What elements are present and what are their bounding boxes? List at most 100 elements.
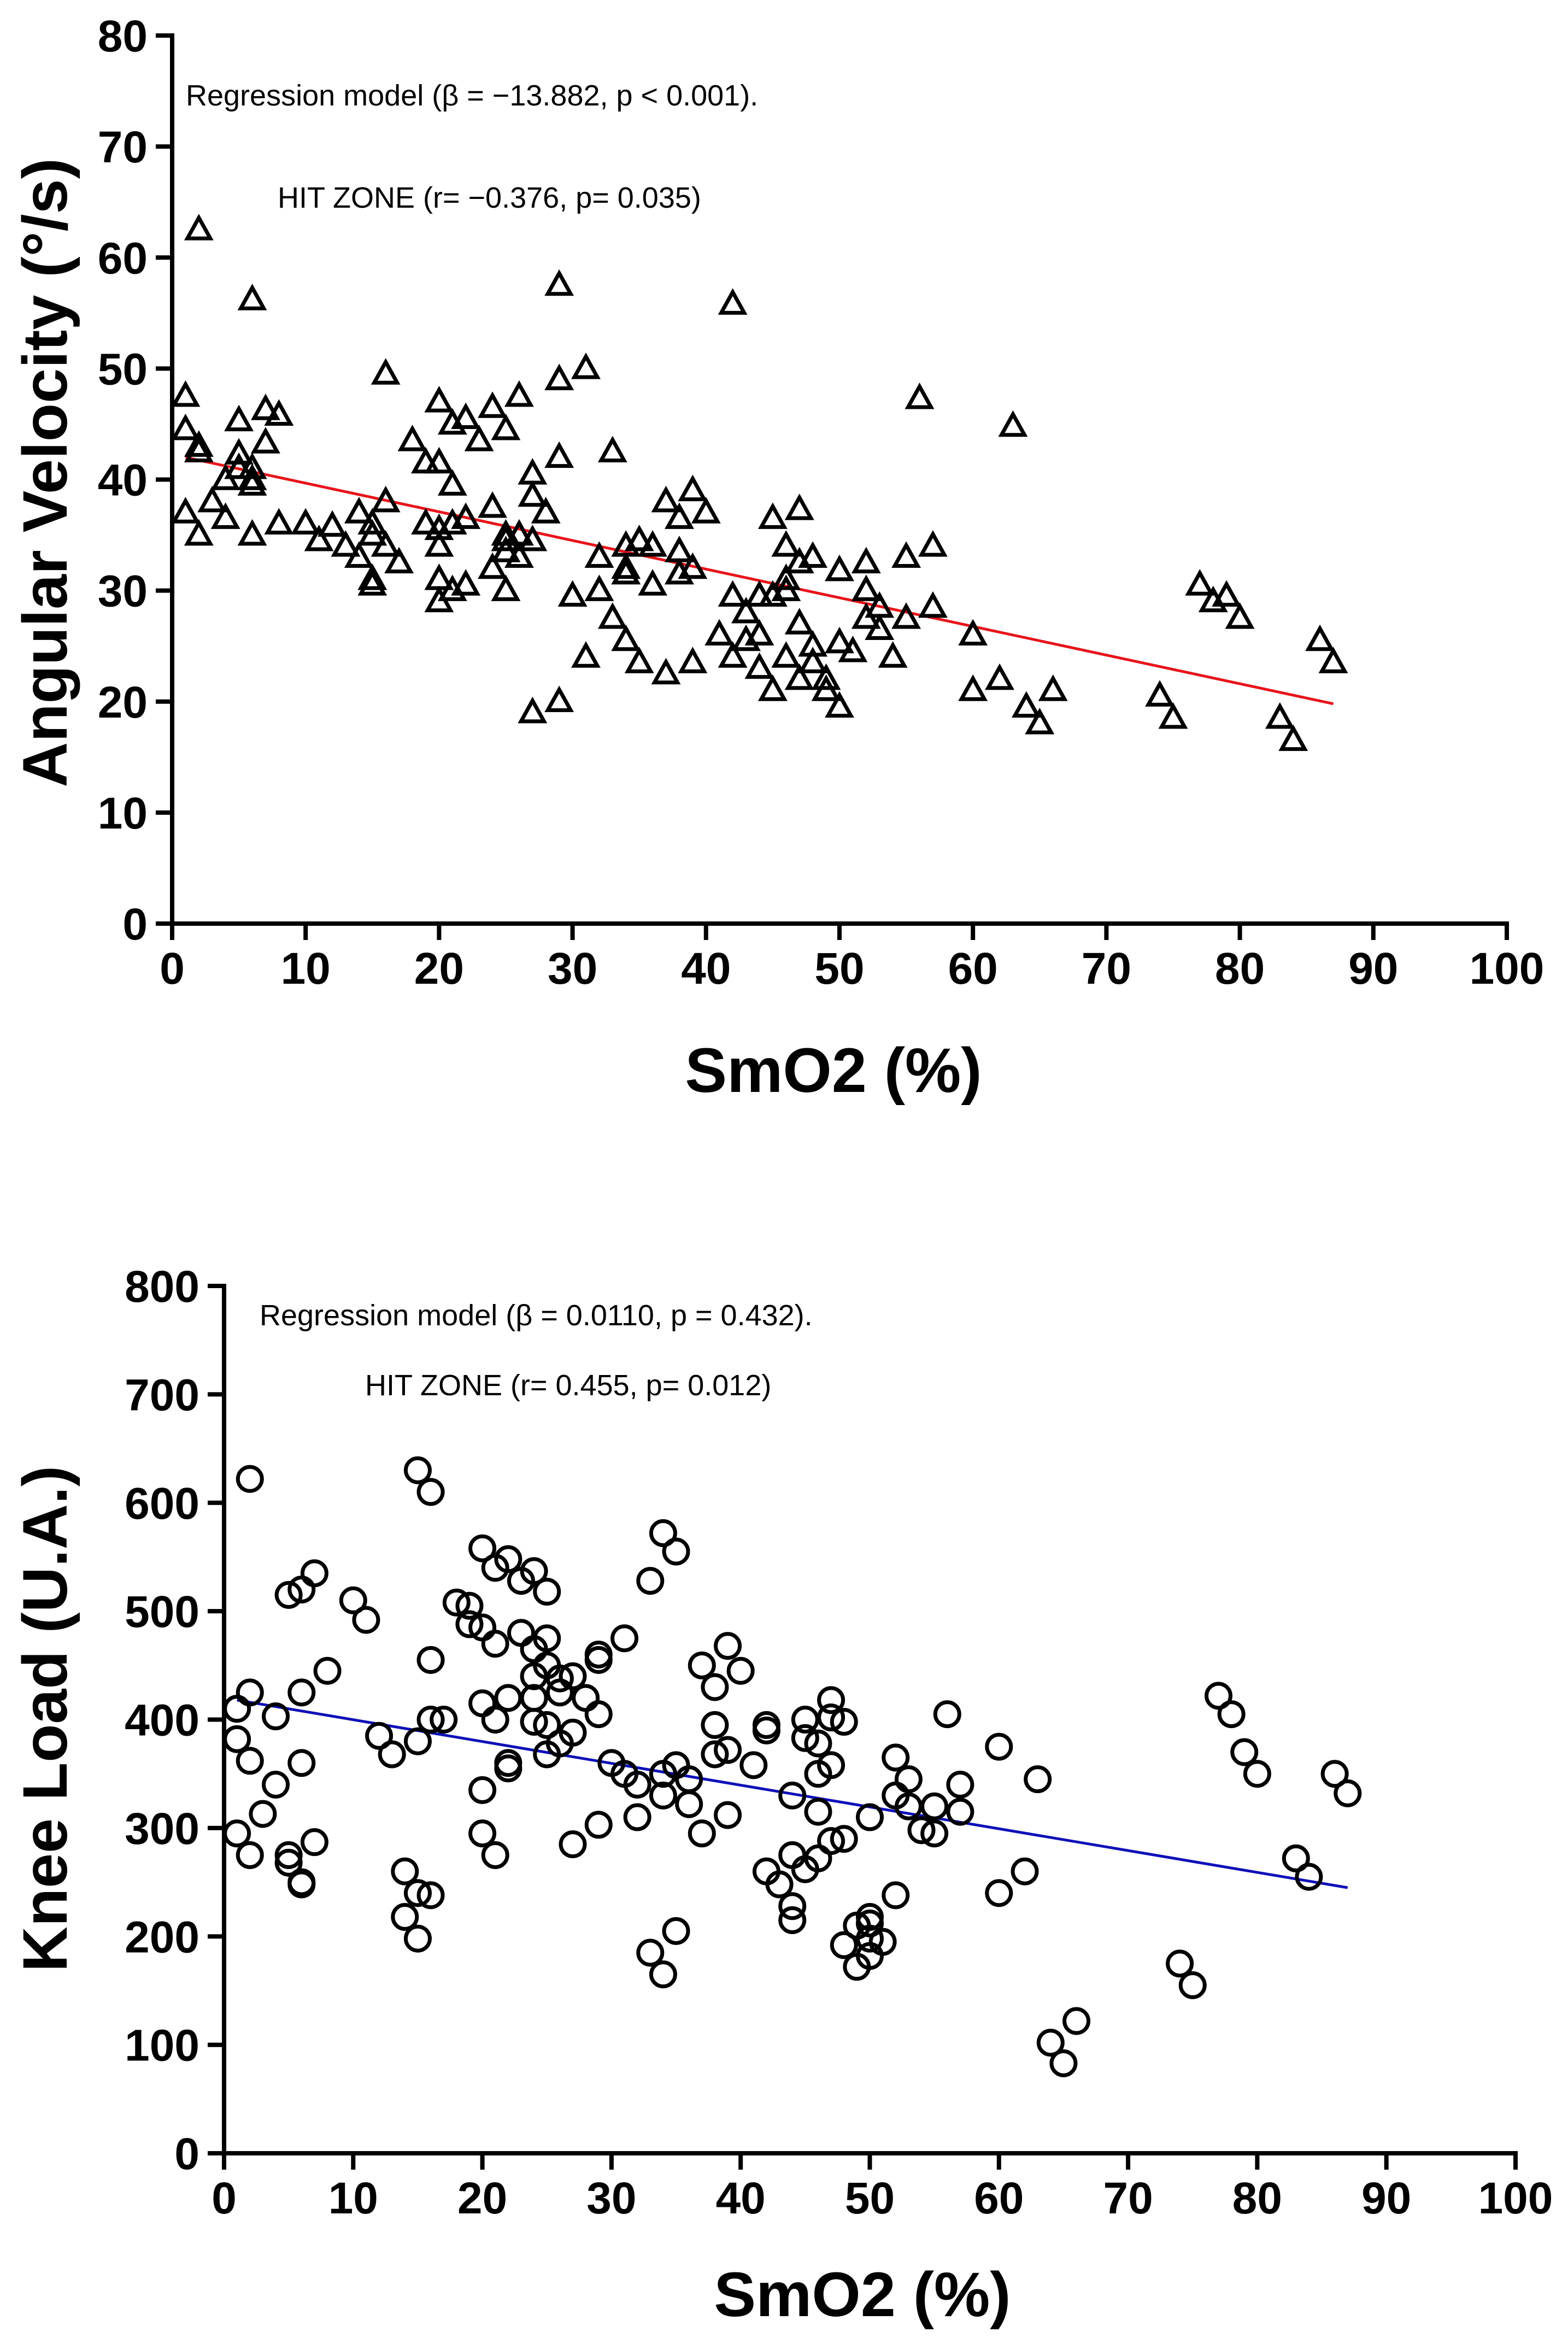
data-point bbox=[678, 552, 708, 579]
data-point bbox=[1024, 1765, 1052, 1794]
data-point bbox=[171, 380, 201, 407]
data-point bbox=[610, 1624, 639, 1653]
data-point bbox=[371, 530, 401, 557]
data-point bbox=[572, 1684, 600, 1712]
y-tick-label: 70 bbox=[98, 122, 148, 172]
x-tick-label: 60 bbox=[948, 944, 998, 994]
data-point bbox=[701, 1673, 729, 1701]
data-point bbox=[451, 502, 481, 529]
data-point bbox=[856, 1924, 884, 1953]
data-point bbox=[264, 508, 294, 534]
tick-labels: 0 10 20 30 40 50 60 70 80 90 100 0 100 200 300 400 500 60… bbox=[125, 1262, 1553, 2223]
data-point bbox=[649, 1960, 677, 1989]
data-point bbox=[416, 1646, 445, 1674]
data-point bbox=[1230, 1738, 1259, 1766]
x-tick-label: 0 bbox=[212, 2173, 237, 2223]
data-point bbox=[662, 1537, 690, 1566]
data-point bbox=[868, 1928, 897, 1956]
data-point bbox=[1282, 1844, 1310, 1872]
data-point bbox=[907, 1816, 936, 1844]
data-point bbox=[184, 430, 214, 457]
data-point bbox=[184, 519, 214, 546]
data-point bbox=[494, 1545, 522, 1573]
x-tick-label: 10 bbox=[328, 2173, 378, 2223]
data-point bbox=[384, 547, 414, 574]
data-point bbox=[665, 502, 694, 529]
data-point bbox=[357, 563, 387, 590]
x-tick-label: 30 bbox=[586, 2173, 636, 2223]
data-point bbox=[262, 1771, 290, 1799]
y-tick-label: 30 bbox=[98, 567, 148, 616]
data-point bbox=[701, 1711, 729, 1739]
data-point bbox=[171, 413, 201, 440]
data-point bbox=[544, 269, 574, 296]
data-point bbox=[249, 1800, 277, 1828]
data-point bbox=[778, 1892, 807, 1920]
data-point bbox=[442, 1588, 471, 1617]
data-point bbox=[481, 1706, 509, 1734]
x-tick-label: 70 bbox=[1103, 2173, 1153, 2223]
data-point bbox=[481, 1630, 509, 1658]
x-tick-label: 80 bbox=[1215, 944, 1265, 994]
data-point bbox=[300, 1828, 328, 1857]
data-point bbox=[1025, 708, 1055, 735]
data-point bbox=[531, 497, 561, 524]
x-axis-label: SmO2 (%) bbox=[714, 2260, 1011, 2330]
data-point bbox=[223, 1725, 251, 1753]
data-point bbox=[784, 608, 814, 635]
data-point bbox=[403, 1456, 432, 1484]
x-tick-label: 50 bbox=[845, 2173, 895, 2223]
data-point bbox=[624, 647, 654, 673]
knee-load-chart: 0 10 20 30 40 50 60 70 80 90 100 0 100 200 300 400 500 60… bbox=[10, 1262, 1553, 2330]
data-point bbox=[250, 393, 280, 420]
data-point bbox=[559, 1718, 587, 1747]
y-axis-label: Angular Velocity (°/s) bbox=[10, 158, 80, 788]
data-point bbox=[688, 1819, 716, 1848]
data-point bbox=[357, 519, 387, 546]
data-point bbox=[491, 413, 521, 440]
data-point bbox=[918, 591, 948, 618]
data-point bbox=[237, 469, 267, 496]
data-point bbox=[811, 674, 841, 701]
data-point bbox=[318, 510, 347, 537]
data-point bbox=[1225, 602, 1255, 629]
data-point bbox=[882, 1743, 910, 1772]
data-point bbox=[416, 1706, 445, 1734]
data-point bbox=[313, 1656, 342, 1685]
data-point bbox=[491, 536, 521, 562]
data-point bbox=[765, 1870, 794, 1899]
data-point bbox=[636, 1567, 665, 1595]
data-point bbox=[691, 497, 721, 524]
hit-zone-annotation: HIT ZONE (r= −0.376, p= 0.035) bbox=[278, 181, 701, 214]
data-point bbox=[597, 436, 627, 462]
data-point bbox=[778, 1781, 807, 1810]
data-point bbox=[584, 1811, 613, 1839]
data-point bbox=[533, 1577, 561, 1606]
data-point bbox=[791, 1724, 819, 1752]
x-tick-label: 90 bbox=[1348, 944, 1398, 994]
data-point bbox=[557, 580, 588, 607]
x-tick-label: 0 bbox=[160, 944, 185, 994]
data-point bbox=[778, 1906, 807, 1934]
data-point bbox=[291, 508, 321, 534]
y-tick-label: 60 bbox=[98, 233, 148, 283]
data-point bbox=[237, 463, 267, 490]
data-point bbox=[1011, 691, 1041, 718]
data-point bbox=[623, 1803, 651, 1831]
data-point bbox=[778, 1841, 807, 1869]
data-point bbox=[287, 1749, 316, 1777]
data-point bbox=[1036, 2029, 1065, 2057]
data-point bbox=[665, 536, 694, 562]
data-point bbox=[236, 1678, 264, 1707]
data-point bbox=[856, 1909, 884, 1937]
data-point bbox=[584, 1646, 613, 1674]
data-point bbox=[544, 441, 574, 468]
data-point bbox=[274, 1848, 303, 1877]
data-point bbox=[468, 1819, 497, 1848]
data-point bbox=[339, 1586, 367, 1614]
data-point bbox=[411, 508, 441, 534]
data-point bbox=[357, 508, 387, 534]
data-point bbox=[236, 1747, 264, 1775]
data-point bbox=[1295, 1863, 1323, 1891]
data-point bbox=[933, 1700, 961, 1729]
